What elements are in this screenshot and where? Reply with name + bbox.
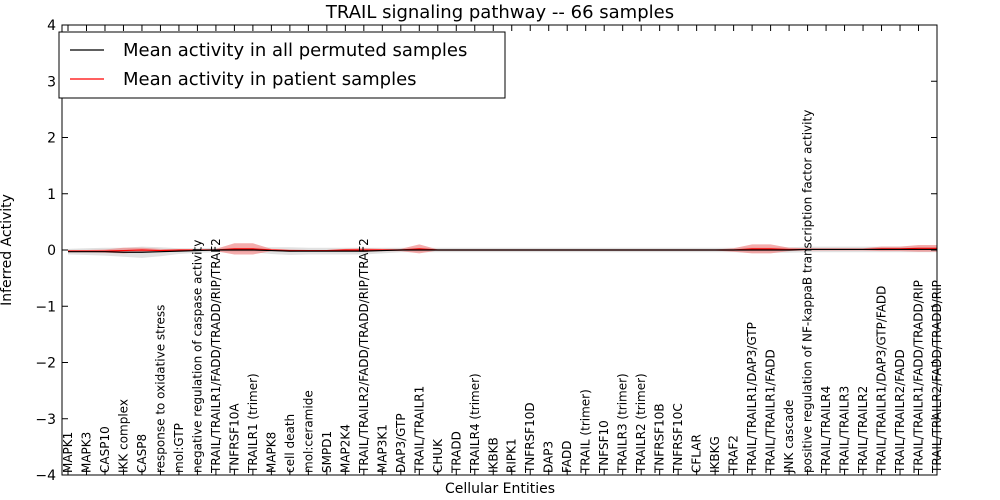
x-tick-label: TRAIL/TRAILR4 (819, 386, 833, 474)
x-tick-label: DAP3 (542, 441, 556, 473)
x-tick-label: TRAIL/TRAILR1/DAP3/GTP/FADD (875, 286, 889, 474)
x-tick-label: TNFRSF10C (671, 403, 685, 474)
chart-title: TRAIL signaling pathway -- 66 samples (325, 2, 674, 23)
x-tick-label: TRAIL/TRAILR1/FADD/TRADD/RIP/TRAF2 (209, 238, 223, 474)
x-tick-label: mol:ceramide (301, 390, 315, 473)
y-tick-label: 3 (47, 74, 56, 90)
x-tick-label: CASP10 (98, 426, 112, 473)
x-tick-label: TRAILR2 (trimer) (634, 373, 648, 474)
x-tick-label: DAP3/GTP (394, 413, 408, 473)
x-tick-label: TNFRSF10B (653, 403, 667, 474)
permuted-mean-line (68, 248, 937, 253)
x-tick-label: CASP8 (135, 434, 149, 473)
legend: Mean activity in all permuted samples Mea… (58, 31, 506, 99)
x-tick-label: FADD (560, 441, 574, 474)
y-tick-label: −2 (35, 356, 56, 372)
x-tick-label: TRAIL/TRAILR1/FADD/TRADD/RIP (912, 280, 926, 474)
y-tick-label: −3 (35, 412, 56, 428)
x-tick-label: TRAILR4 (trimer) (468, 373, 482, 474)
x-tick-label: TRAIL/TRAILR3 (838, 386, 852, 474)
x-tick-label: TRAIL/TRAILR2/FADD/TRADD/RIP/TRAF2 (357, 238, 371, 474)
x-tick-label: TNFSF10 (597, 420, 611, 474)
x-tick-label: TRAILR3 (trimer) (616, 373, 630, 474)
x-tick-label: response to oxidative stress (153, 305, 167, 473)
legend-label: Mean activity in all permuted samples (123, 40, 467, 61)
plot-frame (61, 24, 938, 476)
x-tick-label: SMPD1 (320, 431, 334, 473)
y-tick-label: −1 (35, 299, 56, 315)
x-tick-label: MAPK1 (61, 432, 75, 473)
x-tick-label: TNFRSF10A (227, 403, 241, 474)
x-tick-label: cell death (283, 414, 297, 473)
x-tick-label: TRAIL/TRAILR1/DAP3/GTP (745, 322, 759, 474)
x-tick-label: IKBKB (486, 437, 500, 473)
x-tick-label: TRAIL/TRAILR1/FADD (764, 349, 778, 474)
x-tick-label: IKK complex (116, 399, 130, 473)
x-tick-label: MAPK3 (79, 432, 93, 473)
legend-label: Mean activity in patient samples (123, 69, 417, 90)
x-tick-label: TRAIL/TRAILR1 (412, 386, 426, 474)
x-tick-label: TNFRSF10D (523, 402, 537, 474)
x-tick-label: JNK cascade (782, 400, 796, 474)
x-tick-label: TRAILR1 (trimer) (246, 373, 260, 474)
x-tick-label: TRAIL (trimer) (579, 389, 593, 474)
y-tick-label: 0 (47, 243, 56, 259)
y-axis-label: Inferred Activity (0, 194, 15, 306)
x-tick-label: positive regulation of NF-kappaB transcr… (801, 110, 815, 473)
y-ticks: −4 −3 −2 −1 0 1 2 3 4 (35, 18, 937, 484)
x-tick-label: IKBKG (708, 436, 722, 473)
x-tick-label: MAP2K4 (338, 424, 352, 473)
y-tick-label: 1 (47, 187, 56, 203)
x-axis-label: Cellular Entities (445, 481, 555, 497)
x-tick-label: MAP3K1 (375, 424, 389, 473)
y-tick-label: −4 (35, 468, 56, 484)
y-tick-label: 4 (47, 18, 56, 34)
x-tick-label: TRAF2 (727, 435, 741, 474)
legend-box (58, 31, 506, 99)
x-tick-label: TRAIL/TRAILR2 (856, 386, 870, 474)
x-tick-label: RIPK1 (505, 438, 519, 473)
x-tick-label: CHUK (431, 438, 445, 473)
series-lines (68, 247, 937, 253)
x-ticks: MAPK1 MAPK3 CASP10 IKK complex CASP8 response… (61, 25, 944, 475)
x-tick-label: mol:GTP (172, 423, 186, 473)
x-tick-label: TRADD (449, 431, 463, 474)
y-tick-label: 2 (47, 131, 56, 147)
x-tick-label: TRAIL/TRAILR2/FADD (893, 349, 907, 474)
x-tick-label: negative regulation of caspase activity (190, 240, 204, 473)
x-tick-label: MAPK8 (264, 432, 278, 473)
x-tick-label: CFLAR (690, 434, 704, 473)
